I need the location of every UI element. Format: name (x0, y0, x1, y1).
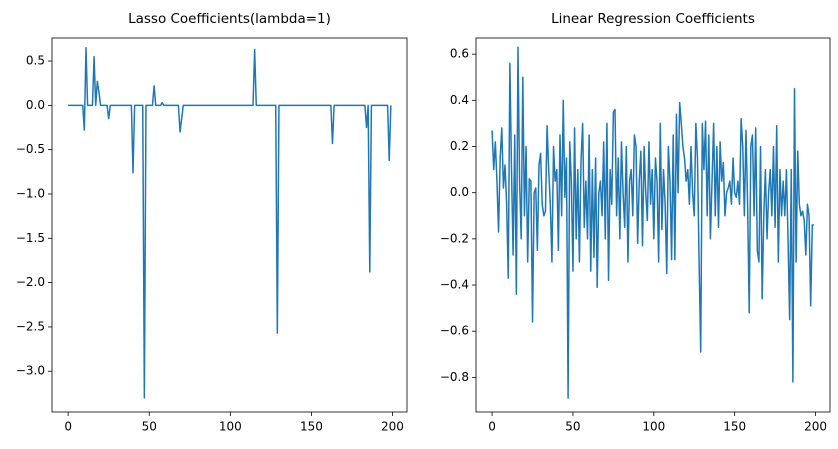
data-line (491, 46, 814, 399)
y-tick-label: −0.8 (440, 370, 469, 384)
chart-title: Linear Regression Coefficients (551, 11, 755, 27)
x-tick-label: 50 (565, 420, 580, 434)
y-tick-label: −0.2 (440, 231, 469, 245)
x-tick-label: 200 (804, 420, 827, 434)
y-tick-label: 0.0 (450, 185, 469, 199)
y-tick-label: 0.0 (26, 98, 45, 112)
y-tick-label: −0.5 (16, 142, 45, 156)
x-tick-label: 100 (642, 420, 665, 434)
y-tick-label: −2.0 (16, 275, 45, 289)
chart-title: Lasso Coefficients(lambda=1) (128, 11, 331, 27)
y-tick-label: −3.0 (16, 364, 45, 378)
x-tick-label: 200 (381, 420, 404, 434)
y-tick-label: −0.6 (440, 324, 469, 338)
y-tick-label: 0.2 (450, 139, 469, 153)
y-tick-label: 0.5 (26, 54, 45, 68)
y-tick-label: −1.5 (16, 231, 45, 245)
x-tick-label: 50 (142, 420, 157, 434)
y-tick-label: 0.6 (450, 47, 469, 61)
x-tick-label: 0 (64, 420, 72, 434)
x-tick-label: 150 (723, 420, 746, 434)
x-tick-label: 0 (488, 420, 496, 434)
y-tick-label: 0.4 (450, 93, 469, 107)
y-tick-label: −0.4 (440, 278, 469, 292)
x-tick-label: 150 (300, 420, 323, 434)
x-tick-label: 100 (219, 420, 242, 434)
axes-frame (51, 37, 408, 413)
y-tick-label: −2.5 (16, 319, 45, 333)
y-tick-label: −1.0 (16, 186, 45, 200)
axes-frame (475, 37, 831, 413)
data-line (68, 47, 392, 399)
